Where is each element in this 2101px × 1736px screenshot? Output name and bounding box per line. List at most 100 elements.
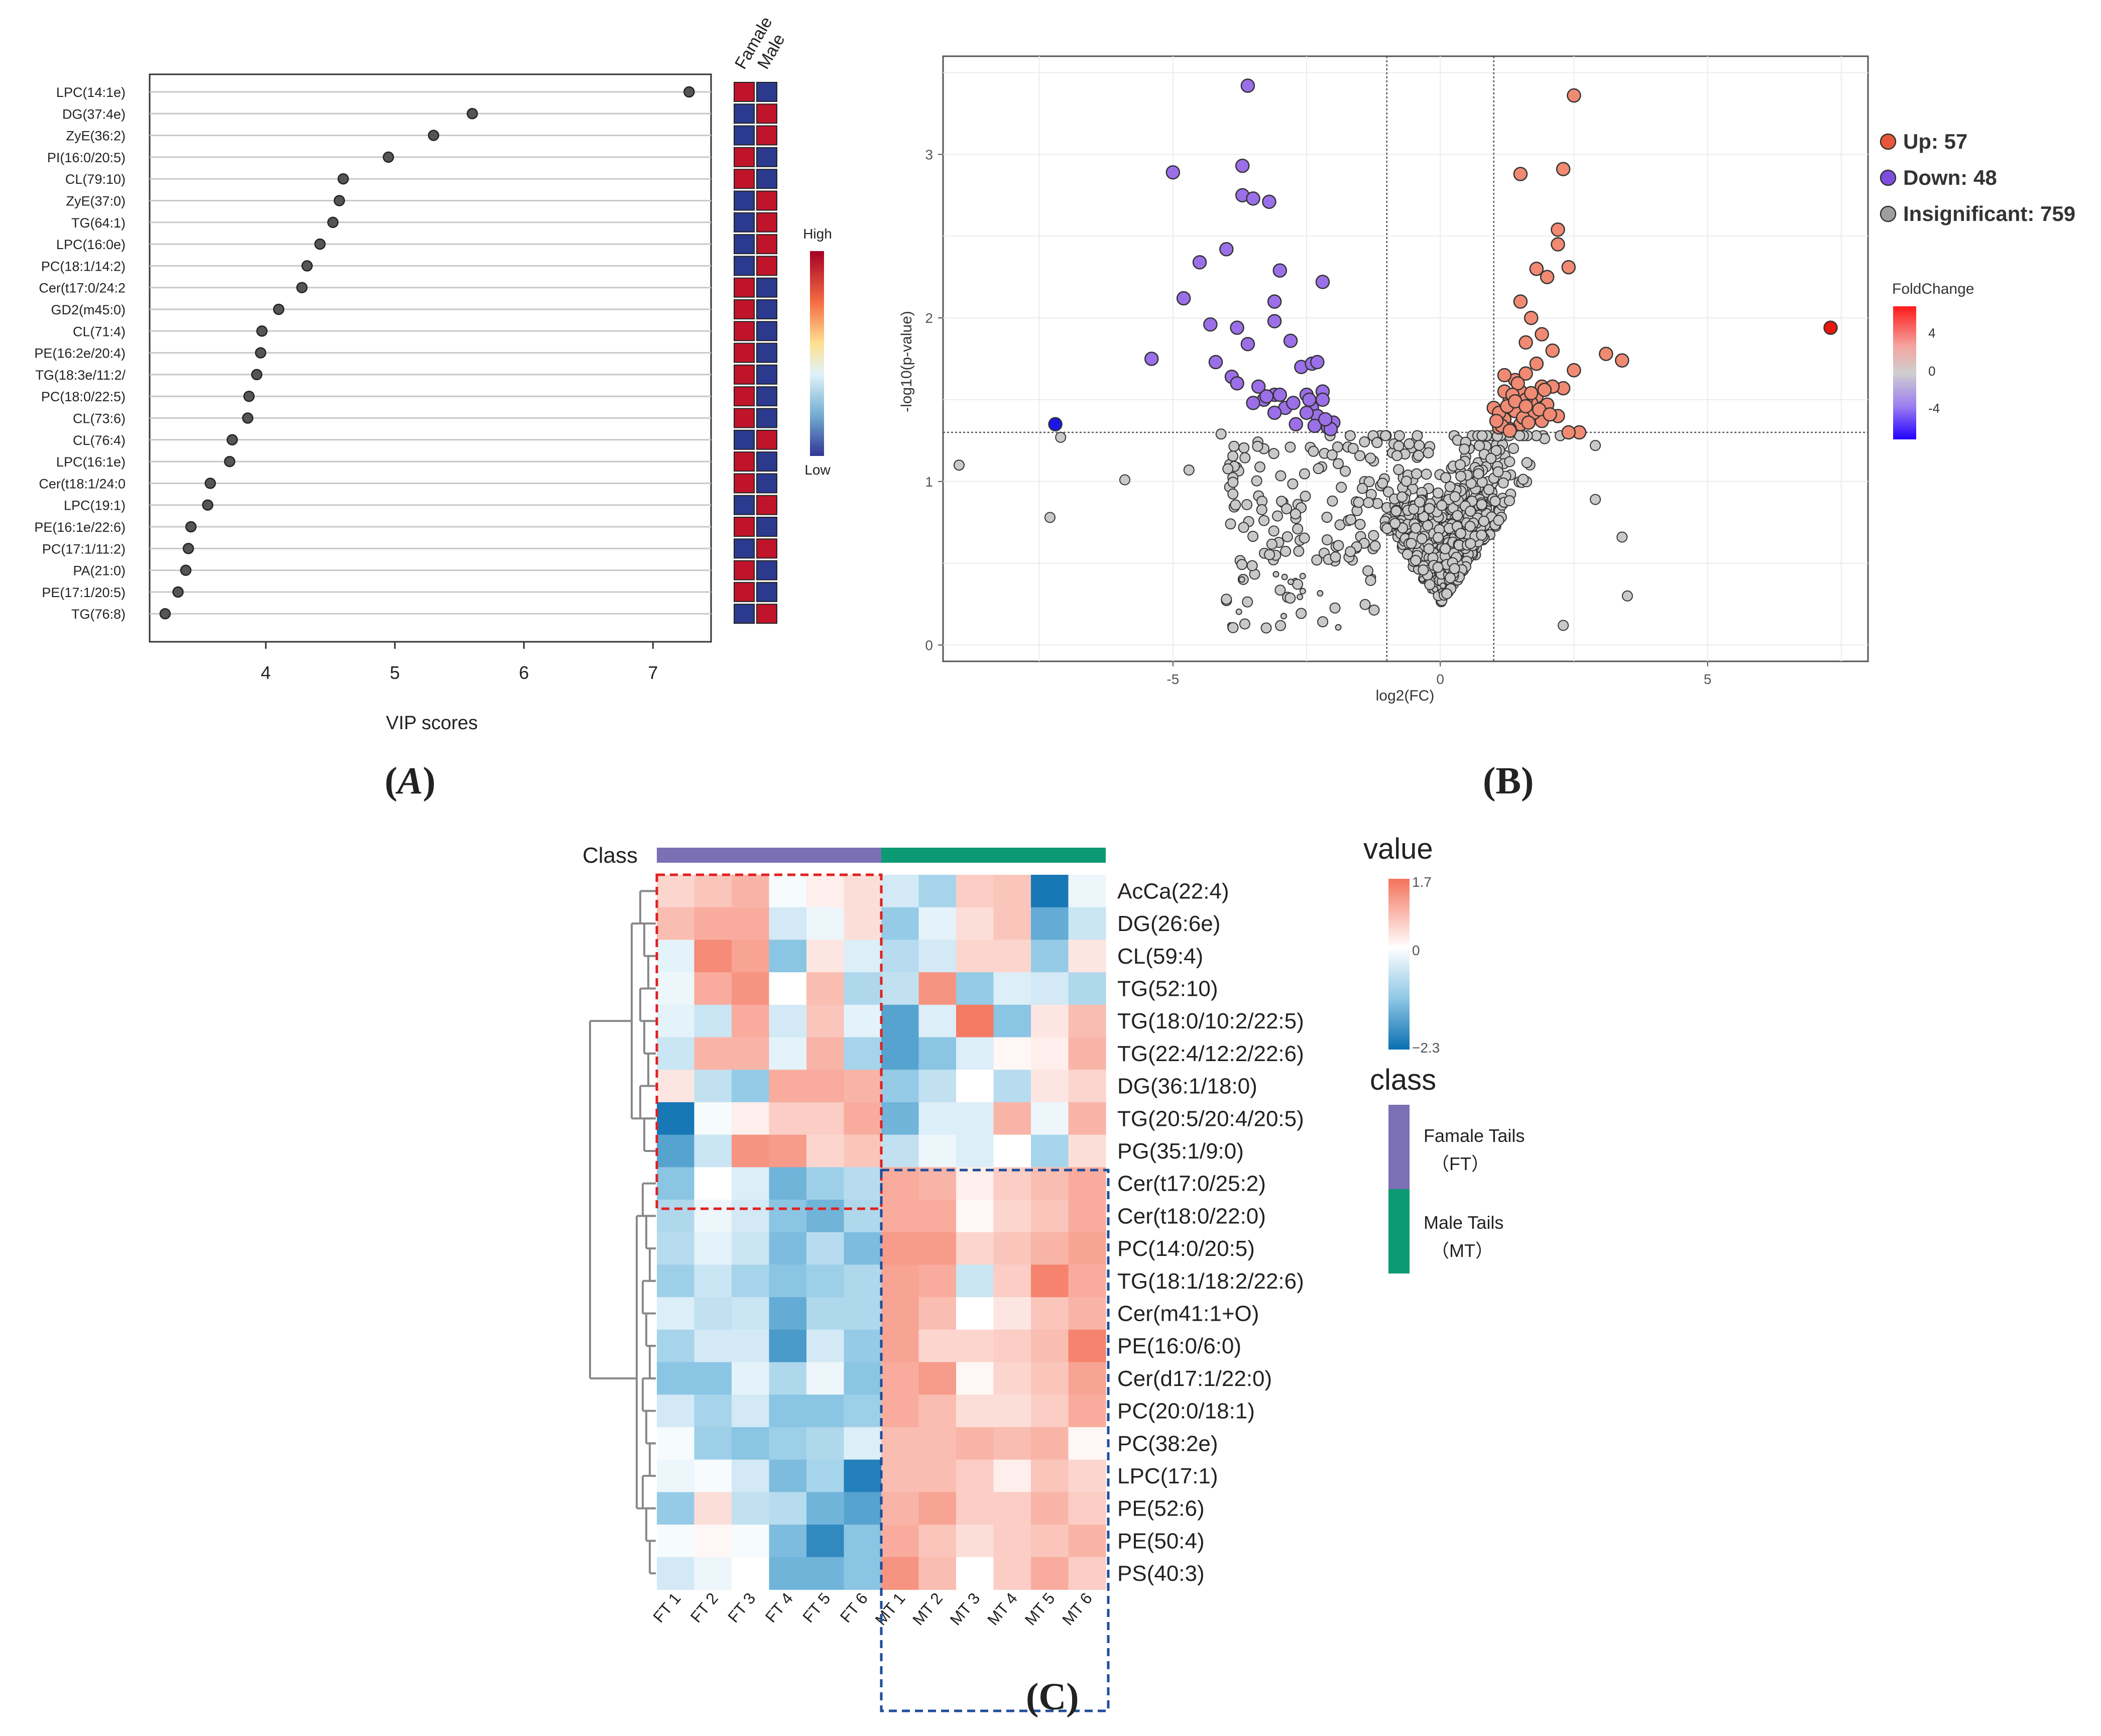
insignificant-point <box>1260 622 1272 634</box>
value-legend-tick-low: −2.3 <box>1412 1040 1440 1056</box>
insignificant-point <box>1476 529 1487 541</box>
heatmap-cell <box>694 1264 732 1298</box>
insignificant-point <box>1327 495 1338 507</box>
heatmap-cell <box>769 1557 807 1590</box>
metabolite-label: LPC(16:0e) <box>56 237 126 252</box>
insignificant-point <box>1489 495 1501 507</box>
significant-point <box>1251 379 1266 394</box>
vip-point <box>159 608 171 620</box>
significant-point <box>1307 418 1322 433</box>
vip-point <box>314 238 326 250</box>
heatmap-cell <box>769 1134 807 1168</box>
insignificant-point <box>1215 428 1227 440</box>
significant-point <box>1262 194 1276 209</box>
heatmap-cell <box>769 1329 807 1363</box>
heatmap-cell <box>844 1200 882 1233</box>
heatmap-cell <box>918 1525 957 1558</box>
heatmap-cell <box>956 1264 994 1298</box>
heatmap-cell <box>1031 1297 1069 1330</box>
group-heat-cell <box>756 256 777 276</box>
heatmap-cell <box>1068 1102 1106 1135</box>
heatmap-cell <box>1068 907 1106 940</box>
insignificant-point <box>1455 528 1467 539</box>
heatmap-cell <box>732 1167 770 1200</box>
row-label: TG(20:5/20:4/20:5) <box>1117 1106 1304 1131</box>
heatmap-cell <box>657 940 695 973</box>
heatmap-cell <box>918 875 957 908</box>
heatmap-cell <box>657 1492 695 1525</box>
heatmap-cell <box>918 1329 957 1363</box>
vip-point <box>273 303 285 315</box>
heatmap-cell <box>806 1134 845 1168</box>
heatmap-cell <box>769 1297 807 1330</box>
heatmap-cell <box>657 1297 695 1330</box>
group-heat-cell <box>756 190 777 211</box>
heatmap-cell <box>956 1134 994 1168</box>
insignificant-point <box>1280 545 1292 557</box>
group-heat-cell <box>734 103 755 124</box>
heatmap-cell <box>806 1459 845 1492</box>
insignificant-point <box>1285 441 1296 453</box>
group-heat-cell <box>734 256 755 276</box>
heatmap-cell <box>956 1362 994 1395</box>
heatmap-cell <box>732 1362 770 1395</box>
insignificant-point <box>1230 499 1241 511</box>
row-label: TG(22:4/12:2/22:6) <box>1117 1041 1304 1066</box>
insignificant-point <box>1439 582 1446 589</box>
insignificant-point <box>1238 576 1245 583</box>
insignificant-point <box>1281 573 1288 581</box>
vip-point <box>182 543 194 554</box>
row-label: Cer(d17:1/22:0) <box>1117 1366 1272 1391</box>
insignificant-point <box>1449 491 1461 502</box>
heatmap-cell <box>732 1232 770 1265</box>
insignificant-point <box>1317 616 1329 628</box>
heatmap-cell <box>806 1557 845 1590</box>
insignificant-point <box>1363 476 1375 488</box>
x-axis-label: log2(FC) <box>1376 687 1435 704</box>
group-heat-cell <box>734 604 755 624</box>
heatmap-cell <box>806 972 845 1005</box>
legend-label: Insignificant: 759 <box>1903 202 2075 225</box>
heatmap-cell <box>806 1037 845 1070</box>
insignificant-point <box>1335 624 1342 631</box>
heatmap-cell <box>881 1492 919 1525</box>
heatmap-cell <box>881 1102 919 1135</box>
heatmap-cell <box>993 1492 1031 1525</box>
colorbar-tick-label: 0 <box>1928 364 1935 379</box>
significant-point <box>1267 294 1282 309</box>
insignificant-point <box>1478 515 1490 527</box>
significant-point <box>1543 407 1557 422</box>
vip-point <box>202 499 213 511</box>
significant-point <box>1176 291 1191 306</box>
heatmap-cell <box>732 1264 770 1298</box>
insignificant-point <box>1452 510 1463 521</box>
insignificant-point <box>1436 500 1448 511</box>
insignificant-point <box>1441 588 1453 600</box>
insignificant-point <box>1490 445 1502 456</box>
value-legend-gradient <box>1388 879 1410 1050</box>
metabolite-label: TG(18:3e/11:2/ <box>35 368 126 383</box>
column-label: MT 1 <box>872 1589 909 1629</box>
heatmap-cell <box>769 1037 807 1070</box>
insignificant-point <box>1433 532 1444 543</box>
heatmap-cell <box>769 1004 807 1038</box>
vip-point <box>296 282 308 293</box>
heatmap-cell <box>806 940 845 973</box>
heatmap-cell <box>732 940 770 973</box>
heatmap-cell <box>993 1459 1031 1492</box>
insignificant-point <box>1418 564 1429 575</box>
insignificant-point <box>1227 450 1239 462</box>
significant-point <box>1502 423 1517 438</box>
heatmap-cell <box>956 972 994 1005</box>
heatmap-cell <box>993 972 1031 1005</box>
vip-point <box>172 586 184 598</box>
metabolite-label: CL(73:6) <box>73 411 126 426</box>
heatmap-cell <box>956 1395 994 1428</box>
heatmap-cell <box>769 1167 807 1200</box>
metabolite-label: PC(17:1/11:2) <box>42 541 126 556</box>
group-heat-cell <box>734 517 755 537</box>
vip-point <box>683 86 695 98</box>
insignificant-point <box>1225 518 1236 530</box>
heatmap-cell <box>769 907 807 940</box>
metabolite-label: TG(76:8) <box>71 607 126 622</box>
